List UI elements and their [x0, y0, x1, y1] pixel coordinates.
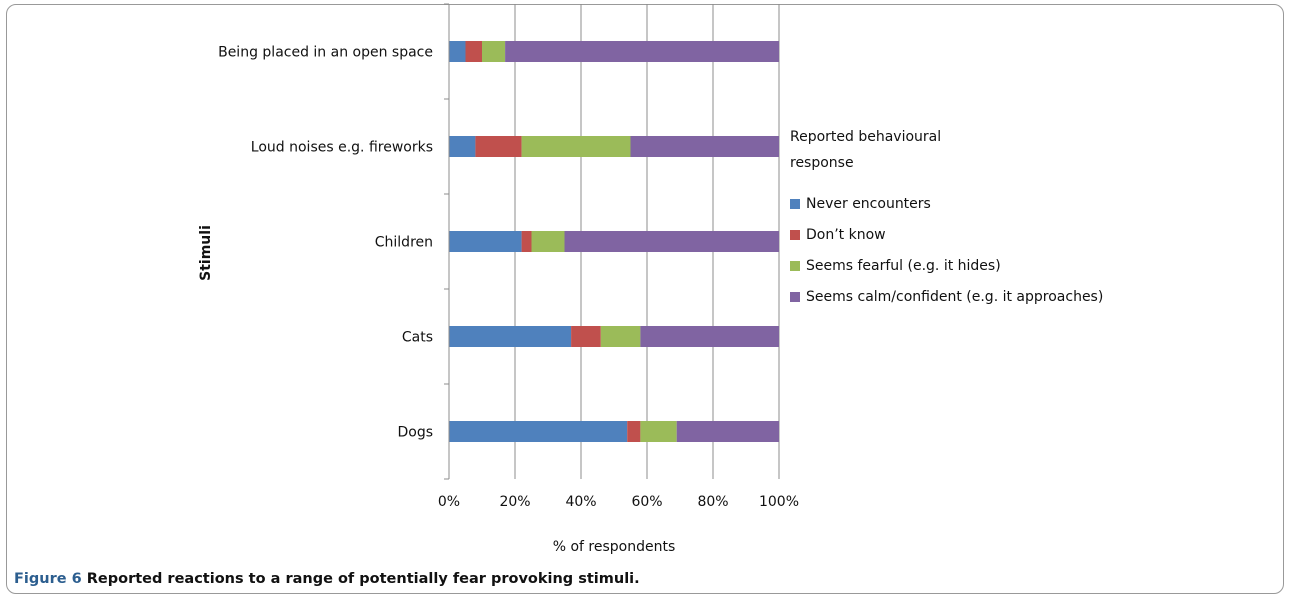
figure-caption: Figure 6 Reported reactions to a range o…: [14, 571, 640, 587]
legend-item: Seems fearful (e.g. it hides): [790, 258, 1170, 274]
legend-swatch: [790, 230, 800, 240]
bar-segment: [449, 41, 466, 62]
legend-swatch: [790, 199, 800, 209]
bar-segment: [630, 136, 779, 157]
bar-segment: [482, 41, 506, 62]
legend-items: Never encounters Don’t know Seems fearful …: [790, 196, 1170, 305]
bar-segment: [640, 421, 677, 442]
bar-segment: [449, 231, 522, 252]
legend-item: Seems calm/confident (e.g. it approaches…: [790, 289, 1170, 305]
axes: [444, 3, 450, 480]
tick-labels: 0% 20% 40% 60% 80% 100% Being placed in an ope…: [218, 45, 799, 511]
bar-segment: [521, 136, 631, 157]
x-tick-label: 80%: [697, 494, 728, 510]
y-tick-label: Dogs: [397, 425, 433, 441]
bar-segment: [449, 421, 628, 442]
bar-segment: [531, 231, 565, 252]
y-axis-title: Stimuli: [198, 225, 214, 281]
legend-title: Reported behavioural response: [790, 129, 942, 171]
bar-segment: [640, 326, 779, 347]
bar-segment: [571, 326, 601, 347]
x-tick-label: 40%: [565, 494, 596, 510]
legend-swatch: [790, 261, 800, 271]
legend-label: Seems fearful (e.g. it hides): [806, 258, 1001, 274]
y-tick-label: Being placed in an open space: [218, 45, 433, 61]
bar-segment: [676, 421, 779, 442]
bars: [449, 41, 779, 442]
bar-segment: [449, 136, 476, 157]
legend-item: Don’t know: [790, 227, 1170, 243]
bar-segment: [465, 41, 482, 62]
bar-segment: [627, 421, 641, 442]
figure-caption-text: Reported reactions to a range of potenti…: [81, 571, 640, 587]
figure-caption-label: Figure 6: [14, 571, 82, 587]
legend: Reported behavioural response Never enco…: [790, 124, 1170, 320]
x-axis-title: % of respondents: [553, 539, 676, 555]
y-tick-label: Cats: [402, 330, 433, 346]
y-tick-label: Loud noises e.g. fireworks: [251, 140, 433, 156]
bar-segment: [600, 326, 641, 347]
x-tick-label: 60%: [631, 494, 662, 510]
bar-segment: [564, 231, 779, 252]
figure-frame: [6, 4, 1284, 594]
legend-label: Never encounters: [806, 196, 931, 212]
bar-segment: [475, 136, 522, 157]
bar-segment: [521, 231, 532, 252]
bar-segment: [449, 326, 572, 347]
legend-swatch: [790, 292, 800, 302]
bar-segment: [505, 41, 779, 62]
legend-label: Don’t know: [806, 227, 886, 243]
legend-item: Never encounters: [790, 196, 1170, 212]
x-tick-label: 100%: [759, 494, 799, 510]
x-tick-label: 0%: [438, 494, 460, 510]
legend-label: Seems calm/confident (e.g. it approaches…: [806, 289, 1104, 305]
x-tick-label: 20%: [499, 494, 530, 510]
y-tick-label: Children: [375, 235, 433, 251]
